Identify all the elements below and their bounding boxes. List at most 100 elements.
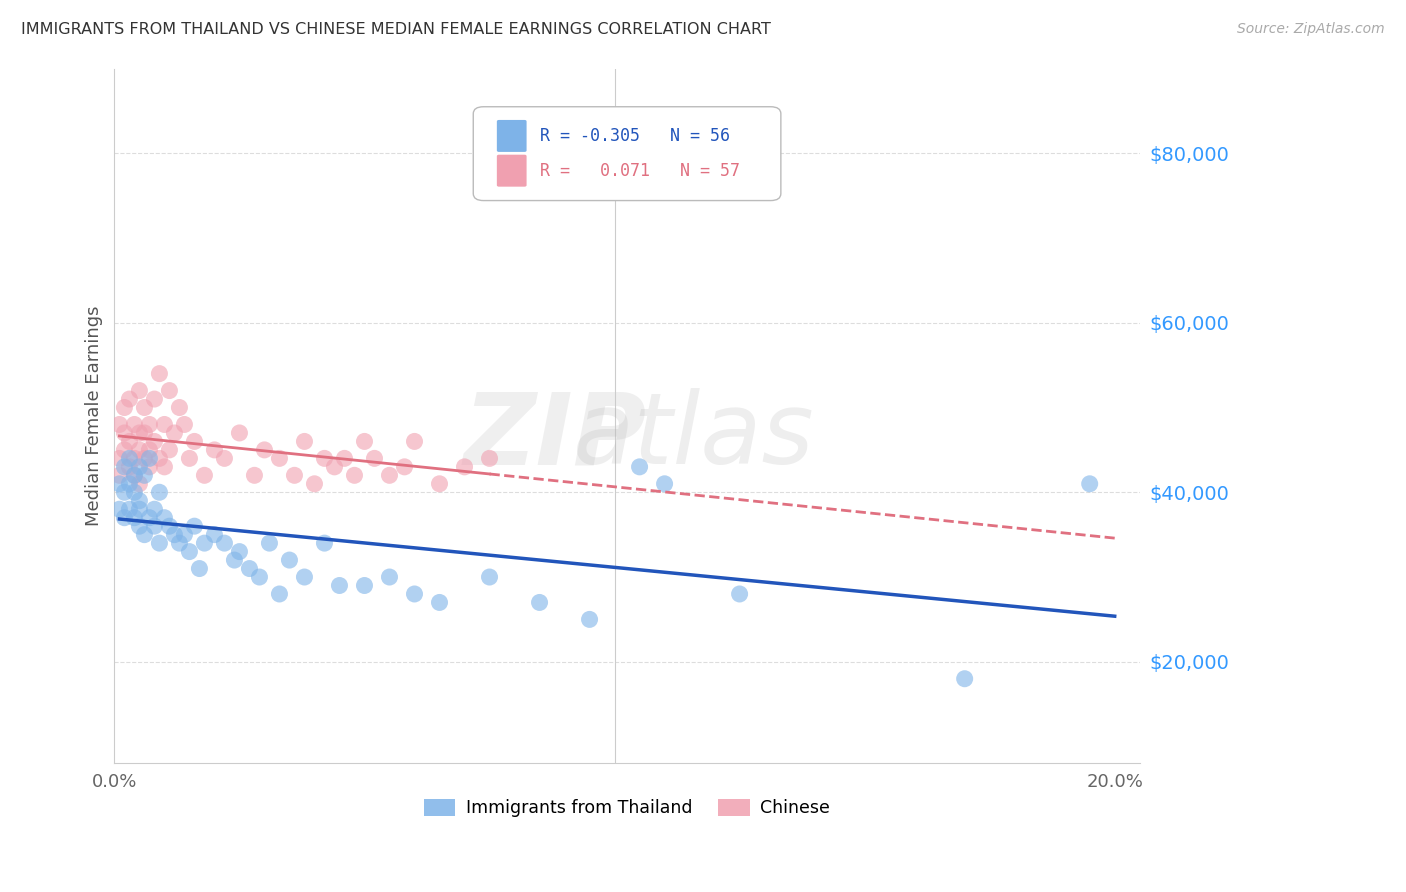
Point (134, 401, 156, 415)
Point (294, 570, 316, 584)
Text: atlas: atlas (572, 388, 814, 485)
Point (128, 476, 150, 491)
Point (343, 468, 366, 483)
Point (269, 451, 291, 466)
Point (134, 468, 156, 483)
Text: Source: ZipAtlas.com: Source: ZipAtlas.com (1237, 22, 1385, 37)
Point (1078, 476, 1101, 491)
Point (204, 442, 226, 457)
Point (183, 434, 205, 449)
Point (148, 451, 170, 466)
Point (128, 384, 150, 398)
Point (394, 459, 416, 474)
Point (138, 459, 160, 474)
Point (128, 493, 150, 508)
Point (118, 392, 141, 406)
Point (112, 485, 135, 500)
Point (118, 459, 141, 474)
Point (112, 425, 135, 440)
Point (224, 553, 246, 567)
FancyBboxPatch shape (474, 107, 780, 201)
Point (128, 442, 150, 457)
Point (654, 476, 676, 491)
FancyBboxPatch shape (496, 120, 527, 152)
Point (138, 442, 160, 457)
Point (143, 392, 166, 406)
Point (108, 417, 131, 432)
Point (353, 434, 375, 449)
FancyBboxPatch shape (496, 154, 527, 186)
Point (238, 561, 260, 575)
Point (124, 510, 146, 524)
Point (314, 536, 336, 550)
Point (134, 451, 156, 466)
Point (148, 536, 170, 550)
Text: ZIP: ZIP (464, 388, 647, 485)
Legend: Immigrants from Thailand, Chinese: Immigrants from Thailand, Chinese (418, 791, 837, 824)
Point (153, 510, 176, 524)
Point (169, 401, 191, 415)
Point (124, 417, 146, 432)
Point (169, 536, 191, 550)
Point (228, 544, 250, 558)
Point (228, 425, 250, 440)
Point (124, 485, 146, 500)
Point (124, 468, 146, 483)
Text: IMMIGRANTS FROM THAILAND VS CHINESE MEDIAN FEMALE EARNINGS CORRELATION CHART: IMMIGRANTS FROM THAILAND VS CHINESE MEDI… (21, 22, 770, 37)
Point (108, 468, 131, 483)
Point (278, 553, 301, 567)
Point (259, 536, 281, 550)
Point (124, 468, 146, 483)
Point (953, 672, 976, 686)
Point (294, 434, 316, 449)
Point (128, 502, 150, 516)
Text: R =   0.071   N = 57: R = 0.071 N = 57 (540, 161, 740, 179)
Point (128, 425, 150, 440)
Point (304, 476, 326, 491)
Point (314, 451, 336, 466)
Point (628, 459, 651, 474)
Point (578, 612, 600, 626)
Point (112, 510, 135, 524)
Point (529, 595, 551, 609)
Point (159, 442, 181, 457)
Point (283, 468, 305, 483)
Point (333, 451, 356, 466)
Point (153, 417, 176, 432)
Point (353, 578, 375, 592)
Point (323, 459, 346, 474)
Point (173, 527, 195, 541)
Point (134, 425, 156, 440)
Point (143, 519, 166, 533)
Point (138, 510, 160, 524)
Point (249, 570, 271, 584)
Point (179, 451, 201, 466)
Text: R = -0.305   N = 56: R = -0.305 N = 56 (540, 127, 730, 145)
Point (179, 544, 201, 558)
Point (214, 536, 236, 550)
Point (183, 519, 205, 533)
Point (128, 459, 150, 474)
Point (108, 476, 131, 491)
Y-axis label: Median Female Earnings: Median Female Earnings (86, 306, 103, 526)
Point (153, 459, 176, 474)
Point (173, 417, 195, 432)
Point (253, 442, 276, 457)
Point (429, 476, 451, 491)
Point (193, 468, 215, 483)
Point (138, 451, 160, 466)
Point (453, 459, 475, 474)
Point (163, 527, 186, 541)
Point (163, 425, 186, 440)
Point (214, 451, 236, 466)
Point (112, 459, 135, 474)
Point (112, 442, 135, 457)
Point (378, 570, 401, 584)
Point (118, 434, 141, 449)
Point (108, 502, 131, 516)
Point (378, 468, 401, 483)
Point (363, 451, 385, 466)
Point (478, 451, 501, 466)
Point (128, 519, 150, 533)
Point (159, 519, 181, 533)
